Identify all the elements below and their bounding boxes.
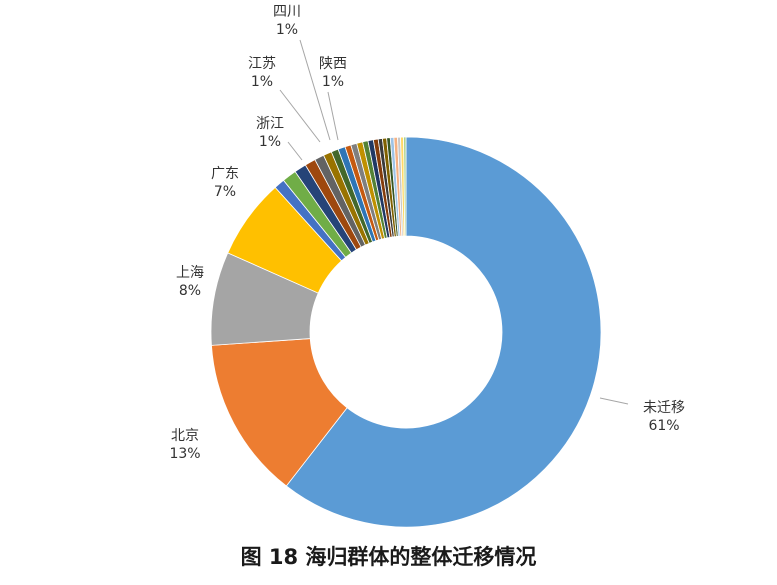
slice-label-上海: 上海 (176, 265, 204, 281)
pie-slice-北京 (211, 338, 348, 487)
pie-slice-未迁移 (285, 136, 602, 528)
slice-label-江苏: 江苏 (248, 56, 276, 72)
slice-label-四川: 四川 (273, 4, 301, 20)
pie-slice-25 (403, 136, 407, 237)
slice-percent-广东: 7% (214, 184, 236, 200)
leader-line-江苏 (279, 89, 321, 143)
slice-labels: 未迁移 61% 北京 13% 上海 8% 广东 7% 浙江 1% 江苏 1% 四川 1% 陕西 1% (169, 4, 685, 462)
leader-line-陕西 (327, 91, 339, 141)
slice-percent-浙江: 1% (259, 134, 281, 150)
donut-chart: 未迁移 61% 北京 13% 上海 8% 广东 7% 浙江 1% 江苏 1% 四川 1% 陕西 1% (169, 4, 685, 528)
leader-lines (279, 39, 629, 405)
slice-label-北京: 北京 (171, 428, 199, 444)
slice-percent-未迁移: 61% (648, 418, 679, 434)
slice-percent-上海: 8% (179, 283, 201, 299)
slice-label-浙江: 浙江 (256, 116, 284, 132)
slice-percent-北京: 13% (169, 446, 200, 462)
slice-percent-四川: 1% (276, 22, 298, 38)
slice-label-未迁移: 未迁移 (643, 400, 685, 416)
slice-label-广东: 广东 (211, 166, 239, 182)
leader-line-未迁移 (599, 397, 629, 405)
slice-label-陕西: 陕西 (319, 56, 347, 72)
figure-caption: 图 18 海归群体的整体迁移情况 (240, 545, 537, 569)
slice-percent-江苏: 1% (251, 74, 273, 90)
leader-line-浙江 (287, 141, 303, 161)
leader-line-四川 (299, 39, 331, 141)
donut-slices (210, 136, 602, 528)
slice-percent-陕西: 1% (322, 74, 344, 90)
